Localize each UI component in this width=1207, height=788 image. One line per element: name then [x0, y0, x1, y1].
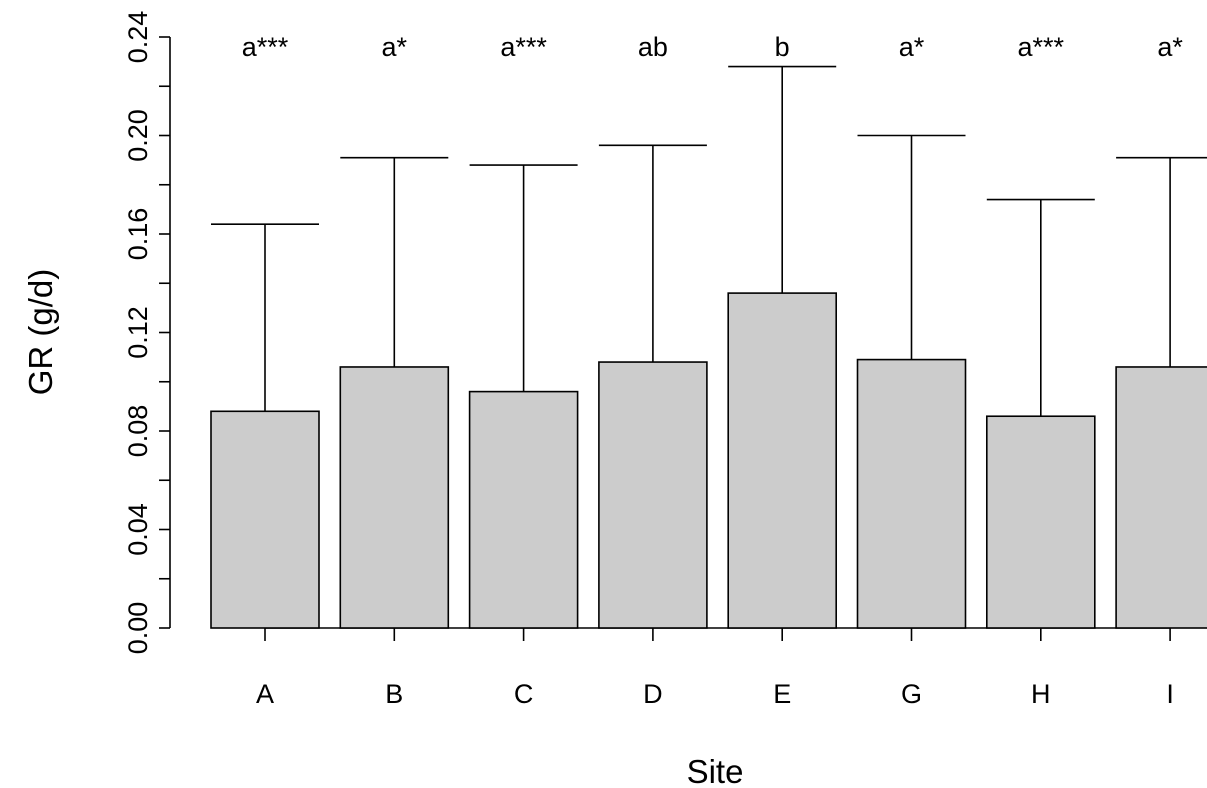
- error-bar-G: [857, 134, 966, 360]
- significance-label-D: ab: [638, 32, 668, 62]
- bar-I: [1115, 366, 1207, 629]
- x-tick-label-C: C: [514, 679, 534, 709]
- x-tick-label-I: I: [1166, 679, 1174, 709]
- significance-label-C: a***: [500, 32, 547, 62]
- bar-G: [856, 358, 967, 629]
- significance-label-B: a*: [382, 32, 408, 62]
- bar-D: [598, 361, 708, 629]
- y-tick-label: 0.04: [123, 503, 153, 556]
- x-tick-label-A: A: [256, 679, 274, 709]
- x-tick-label-H: H: [1031, 679, 1051, 709]
- bar-A: [210, 410, 320, 629]
- bar-C: [468, 390, 579, 629]
- error-bar-I: [1116, 156, 1207, 367]
- significance-label-G: a*: [899, 32, 925, 62]
- x-tick-label-G: G: [901, 679, 922, 709]
- error-bar-D: [598, 144, 707, 363]
- error-bar-C: [469, 164, 578, 392]
- y-tick-label: 0.24: [123, 11, 153, 64]
- y-tick-label: 0.08: [123, 405, 153, 458]
- bar-B: [339, 366, 450, 629]
- y-tick-label: 0.12: [123, 306, 153, 359]
- error-bars: [211, 65, 1207, 417]
- error-bar-E: [728, 65, 837, 294]
- y-axis-label: GR (g/d): [22, 269, 59, 396]
- error-bar-B: [340, 156, 449, 367]
- x-tick-label-B: B: [385, 679, 403, 709]
- y-axis: 0.00 0.04 0.08 0.12 0.16 0.20 0.24: [123, 11, 171, 655]
- y-tick-label: 0.16: [123, 208, 153, 261]
- significance-label-H: a***: [1018, 32, 1065, 62]
- x-axis-label: Site: [687, 753, 744, 788]
- y-tick-label: 0.00: [123, 602, 153, 655]
- significance-label-E: b: [775, 32, 790, 62]
- significance-label-I: a*: [1157, 32, 1183, 62]
- significance-labels: a*** a* a*** ab b a* a*** a*: [242, 32, 1184, 62]
- x-tick-label-D: D: [643, 679, 663, 709]
- bars: [210, 292, 1207, 629]
- y-tick-label: 0.20: [123, 109, 153, 162]
- significance-label-A: a***: [242, 32, 289, 62]
- error-bar-H: [986, 198, 1095, 417]
- x-tick-label-E: E: [773, 679, 791, 709]
- bar-E: [727, 292, 838, 629]
- error-bar-A: [211, 223, 319, 412]
- bar-H: [985, 415, 1096, 629]
